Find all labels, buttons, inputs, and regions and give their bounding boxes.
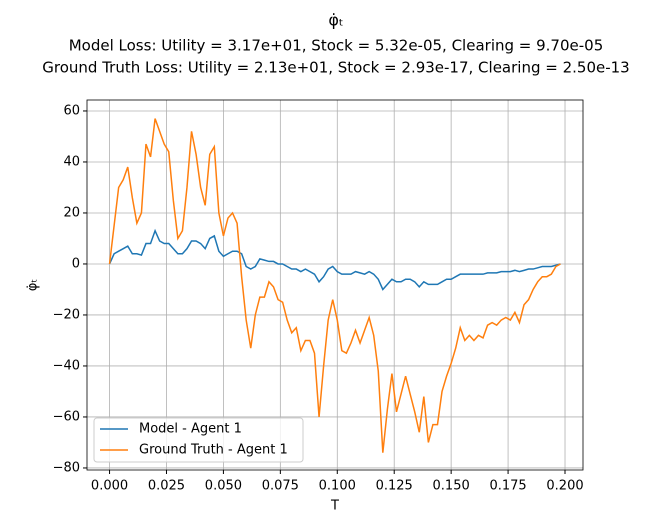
x-tick-label: 0.150 bbox=[433, 479, 470, 494]
chart-subtitle: Model Loss: Utility = 3.17e+01, Stock = … bbox=[69, 37, 604, 55]
x-tick-label: 0.175 bbox=[489, 479, 526, 494]
y-tick-label: −40 bbox=[53, 358, 80, 373]
x-tick-label: 0.075 bbox=[262, 479, 299, 494]
legend-label: Ground Truth - Agent 1 bbox=[139, 443, 288, 458]
y-tick-label: 0 bbox=[72, 256, 80, 271]
x-axis-label: T bbox=[330, 499, 339, 514]
y-tick-label: −80 bbox=[53, 460, 80, 475]
y-tick-label: 60 bbox=[63, 103, 80, 118]
y-tick-label: 40 bbox=[63, 154, 80, 169]
x-tick-label: 0.100 bbox=[319, 479, 356, 494]
legend-box bbox=[93, 417, 304, 463]
x-tick-label: 0.200 bbox=[546, 479, 583, 494]
chart-title: φ̇ₜ bbox=[328, 11, 343, 30]
x-tick-label: 0.000 bbox=[91, 479, 128, 494]
y-tick-label: −60 bbox=[53, 409, 80, 424]
y-tick-label: 20 bbox=[63, 205, 80, 220]
y-tick-label: −20 bbox=[53, 307, 80, 322]
data-line bbox=[108, 228, 561, 291]
legend-label: Model - Agent 1 bbox=[139, 422, 242, 437]
y-axis-label: φ̇ₜ bbox=[26, 279, 41, 292]
plot-frame bbox=[86, 99, 584, 471]
x-tick-label: 0.025 bbox=[148, 479, 185, 494]
x-tick-label: 0.125 bbox=[376, 479, 413, 494]
chart-subtitle: Ground Truth Loss: Utility = 2.13e+01, S… bbox=[42, 59, 629, 77]
x-tick-label: 0.050 bbox=[205, 479, 242, 494]
legend: Model - Agent 1 Ground Truth - Agent 1 bbox=[93, 417, 304, 463]
data-line bbox=[108, 118, 561, 453]
